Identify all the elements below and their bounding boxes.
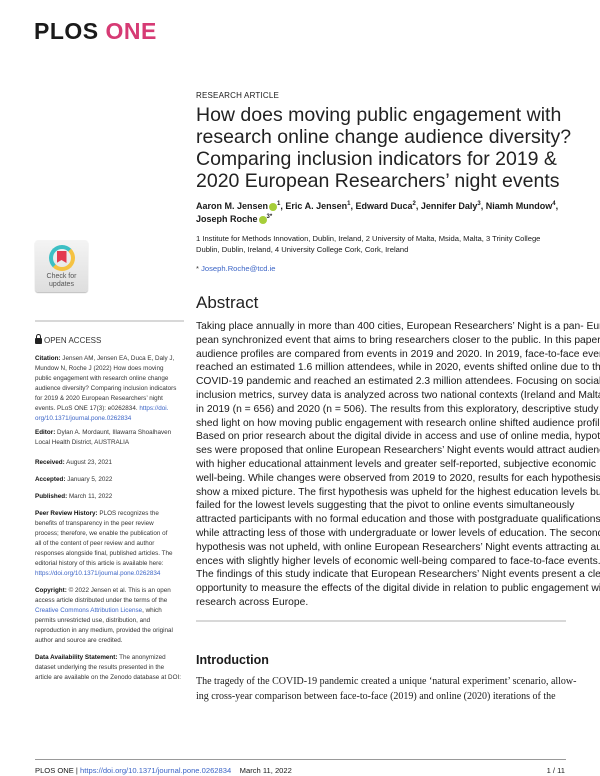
author[interactable]: Aaron M. Jensen: [196, 201, 269, 211]
abstract-line: well-being. While changes were observed …: [196, 472, 600, 484]
affiliation-mark: 3: [477, 201, 481, 207]
abstract-line: research across Europe.: [196, 596, 309, 608]
orcid-icon[interactable]: [269, 202, 278, 211]
abstract-line: shed light on how moving public engageme…: [196, 417, 600, 429]
abstract-text: Taking place annually in more than 400 c…: [196, 320, 600, 610]
abstract-line: attracted participants with no formal ed…: [196, 514, 600, 526]
affiliations: 1 Institute for Methods Innovation, Dubl…: [196, 234, 540, 255]
published: Published: March 11, 2022: [35, 493, 113, 500]
abstract-line: failed for the lowest levels suggesting …: [196, 500, 575, 512]
affiliation-mark: 2: [412, 201, 416, 207]
badge-line: Check for: [46, 273, 77, 280]
affiliation-mark: 1: [277, 201, 281, 207]
footer-divider: [35, 759, 566, 760]
doi-link[interactable]: https://doi.: [139, 405, 169, 412]
abstract-line: while attracting less of those with unde…: [196, 527, 600, 539]
author[interactable]: Niamh Mundow: [485, 201, 553, 211]
divider: [196, 620, 566, 622]
affiliation-mark: 4: [552, 201, 556, 207]
abstract-line: in 2019 (n = 656) and 2020 (n = 506). Th…: [196, 403, 599, 415]
abstract-line: with higher educational attainment level…: [196, 458, 597, 470]
author[interactable]: Joseph Roche: [196, 214, 258, 224]
email-link[interactable]: Joseph.Roche@tcd.ie: [201, 264, 276, 273]
article-type: RESEARCH ARTICLE: [196, 91, 280, 100]
author-list: Aaron M. Jensen 1, Eric A. Jensen1, Edwar…: [196, 201, 559, 224]
abstract-line: Taking place annually in more than 400 c…: [196, 321, 600, 332]
received: Received: August 23, 2021: [35, 459, 113, 466]
abstract-line: COVID-19 pandemic and reached an estimat…: [196, 376, 600, 388]
abstract-line: audience profiles are compared from even…: [196, 348, 600, 360]
doi-link[interactable]: org/10.1371/journal.pone.0262834: [35, 415, 132, 422]
editor: Editor: Dylan A. Mordaunt, Illawarra Sho…: [35, 429, 172, 446]
title-line: research online change audience diversit…: [196, 126, 572, 148]
affiliation-mark: 3*: [266, 214, 273, 220]
abstract-line: opportunity to measure the effects of th…: [196, 583, 600, 595]
title-line: How does moving public engagement with: [196, 104, 562, 126]
orcid-icon[interactable]: [258, 215, 267, 224]
introduction-heading: Introduction: [196, 653, 269, 667]
affiliation-line: 1 Institute for Methods Innovation, Dubl…: [196, 234, 541, 243]
affiliation-line: Dublin, Dublin, Ireland, 4 University Co…: [196, 244, 409, 254]
abstract-line: ses were proposed that online European R…: [196, 445, 600, 457]
abstract-line: show a mixed picture. The first hypothes…: [196, 486, 600, 498]
text-line: The tragedy of the COVID-19 pandemic cre…: [196, 676, 577, 687]
badge-line: updates: [49, 280, 74, 288]
open-access: OPEN ACCESS: [35, 334, 102, 345]
bookmark-icon: [48, 245, 75, 271]
citation: Citation: Jensen AM, Jensen EA, Duca E, …: [35, 355, 177, 422]
abstract-heading: Abstract: [196, 293, 259, 312]
footer-date: March 11, 2022: [239, 766, 292, 775]
footer-journal: PLOS ONE |: [35, 766, 81, 775]
divider: [35, 320, 184, 322]
abstract-line: The findings of this study indicate that…: [196, 569, 600, 581]
abstract-line: reached an estimated 1.6 million attende…: [196, 362, 600, 374]
open-lock-icon: [35, 334, 42, 344]
corresponding-email[interactable]: * Joseph.Roche@tcd.ie: [196, 264, 276, 273]
license-link[interactable]: Creative Commons Attribution License: [35, 607, 143, 614]
article-title: How does moving public engagement with r…: [196, 104, 586, 192]
abstract-line: hypothesis was not upheld, with online E…: [196, 541, 600, 553]
abstract-line: inclusion metrics, survey data is analyz…: [196, 389, 600, 401]
page-number: 1 / 11: [546, 766, 565, 775]
footer: PLOS ONE | https://doi.org/10.1371/journ…: [35, 766, 292, 775]
abstract-line: pean synchronized event that aims to bri…: [196, 334, 600, 346]
logo-one: ONE: [105, 18, 157, 44]
open-access-label: OPEN ACCESS: [44, 336, 102, 345]
copyright: Copyright: © 2022 Jensen et al. This is …: [35, 587, 173, 644]
plos-one-logo: PLOS ONE: [34, 18, 157, 45]
data-availability: Data Availability Statement: The anonymi…: [35, 654, 181, 681]
logo-plos: PLOS: [34, 18, 99, 44]
accepted: Accepted: January 5, 2022: [35, 476, 113, 483]
title-line: 2020 European Researchers’ night events: [196, 170, 560, 192]
author[interactable]: Edward Duca: [355, 201, 413, 211]
peer-review-link[interactable]: https://doi.org/10.1371/journal.pone.026…: [35, 570, 161, 577]
corresponding-mark: *: [196, 264, 199, 273]
peer-review-history: Peer Review History: PLOS recognizes the…: [35, 510, 173, 577]
abstract-line: ences with slightly higher levels of eco…: [196, 555, 600, 567]
check-for-updates-badge[interactable]: Check for updates: [35, 240, 88, 292]
abstract-line: Based on prior research about the digita…: [196, 431, 600, 443]
title-line: Comparing inclusion indicators for 2019 …: [196, 148, 557, 170]
introduction-text: The tragedy of the COVID-19 pandemic cre…: [196, 674, 577, 704]
affiliation-mark: 1: [347, 201, 351, 207]
author[interactable]: Jennifer Daly: [420, 201, 478, 211]
footer-doi-link[interactable]: https://doi.org/10.1371/journal.pone.026…: [80, 766, 232, 775]
text-line: ing cross-year comparison between face-t…: [196, 691, 556, 702]
author[interactable]: Eric A. Jensen: [285, 201, 348, 211]
